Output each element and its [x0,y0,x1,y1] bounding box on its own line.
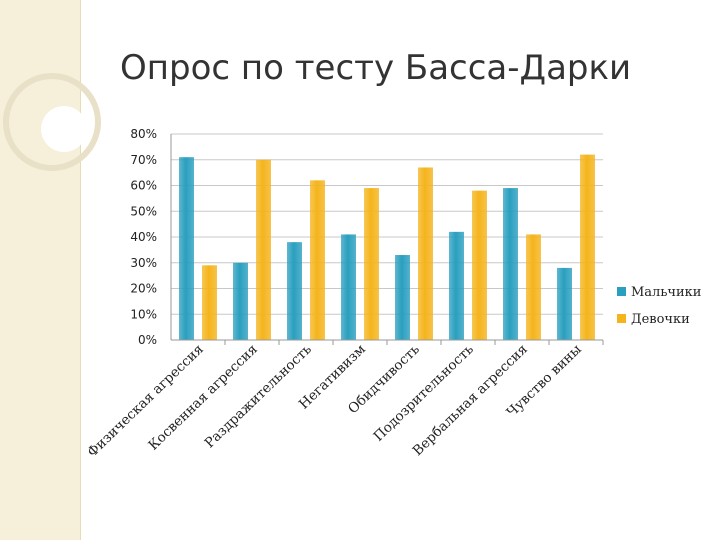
y-tick-label: 70% [130,153,157,167]
ring-circle-decoration [3,73,101,171]
legend-label: Девочки [631,312,690,327]
y-tick-label: 80% [130,127,157,141]
y-tick-label: 0% [138,333,157,347]
x-tick-label: Подозрительность [371,341,477,444]
y-axis-ticks: 0% 10% 20% 30% 40% 50% 60% 70% 80% [130,127,157,347]
small-circle-decoration [41,106,87,152]
y-tick-label: 20% [130,282,157,296]
bar-girls [202,265,217,340]
bar-girls [418,167,433,340]
bar-boys [179,157,194,340]
decorative-circles [3,73,101,171]
legend-swatch [617,287,626,296]
x-axis [170,134,604,345]
legend-swatch [617,314,626,323]
bar-boys [395,255,410,340]
legend: Мальчики Девочки [617,285,701,327]
bar-boys [449,231,464,340]
bar-girls [580,154,595,340]
bar-girls [256,159,271,340]
side-strip [0,0,80,540]
x-tick-label: Косвенная агрессия [145,341,260,453]
bars [179,154,595,340]
y-tick-label: 30% [130,256,157,270]
y-tick-label: 40% [130,230,157,244]
slide-title: Опрос по тесту Басса-Дарки [120,48,632,88]
side-edge [80,0,81,540]
legend-label: Мальчики [631,285,701,300]
y-tick-label: 60% [130,179,157,193]
bar-boys [233,262,248,340]
bar-girls [526,234,541,340]
x-tick-label: Раздражительность [202,341,315,451]
y-tick-label: 10% [130,307,157,321]
bar-boys [287,242,302,340]
y-tick-label: 50% [130,204,157,218]
bar-girls [310,180,325,340]
bar-girls [364,188,379,340]
bar-boys [341,234,356,340]
bar-boys [503,188,518,340]
bar-boys [557,267,572,340]
bar-girls [472,190,487,340]
